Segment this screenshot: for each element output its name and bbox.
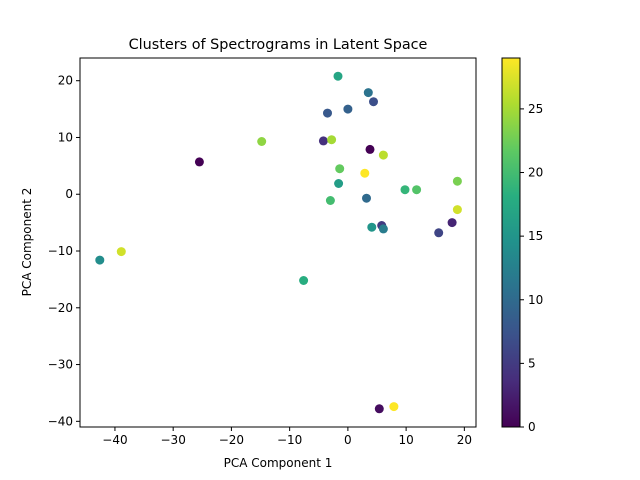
- data-point: [367, 222, 377, 232]
- data-point: [194, 157, 204, 167]
- data-point: [369, 97, 378, 107]
- x-tick-label: 20: [457, 433, 472, 447]
- data-point: [400, 185, 410, 195]
- x-tick-label: −40: [102, 433, 127, 447]
- data-point: [452, 205, 462, 215]
- data-point: [360, 168, 370, 178]
- colorbar: [501, 57, 521, 428]
- data-point: [299, 276, 309, 285]
- data-point: [389, 402, 399, 412]
- data-point: [116, 247, 126, 257]
- x-tick-label: −10: [277, 433, 302, 447]
- x-tick-label: −30: [161, 433, 186, 447]
- y-tick-label: 20: [58, 74, 73, 88]
- x-tick-label: 0: [344, 433, 352, 447]
- data-point: [318, 136, 328, 146]
- data-point: [447, 218, 457, 228]
- data-point: [434, 228, 444, 238]
- y-axis-label: PCA Component 2: [20, 188, 34, 297]
- colorbar-tick-label: 15: [528, 229, 543, 243]
- plot-frame: [79, 57, 477, 428]
- colorbar-ticks: 0 5 10 15 20 25: [520, 102, 543, 434]
- data-point: [412, 185, 422, 195]
- data-point: [323, 108, 332, 118]
- data-point: [333, 71, 343, 81]
- y-tick-label: −20: [48, 301, 73, 315]
- data-point: [452, 176, 462, 186]
- data-point: [327, 135, 337, 145]
- data-point: [378, 224, 388, 234]
- colorbar-tick-label: 10: [528, 293, 543, 307]
- x-tick-label: 10: [398, 433, 413, 447]
- data-point: [95, 255, 105, 265]
- data-point: [362, 193, 371, 203]
- y-tick-label: 0: [65, 187, 73, 201]
- data-point: [325, 196, 335, 205]
- data-point: [334, 179, 344, 188]
- colorbar-tick-label: 20: [528, 166, 543, 180]
- colorbar-tick-label: 0: [528, 420, 536, 434]
- data-point: [365, 144, 375, 154]
- data-point: [363, 88, 373, 98]
- y-axis-ticks: −40 −30 −20 −10 0 10 20: [48, 74, 80, 428]
- chart-title: Clusters of Spectrograms in Latent Space: [129, 37, 428, 53]
- colorbar-tick-label: 5: [528, 356, 536, 370]
- x-axis-ticks: −40 −30 −20 −10 0 10 20: [102, 427, 472, 447]
- x-tick-label: −20: [219, 433, 244, 447]
- colorbar-tick-label: 25: [528, 102, 543, 116]
- data-point: [374, 404, 384, 414]
- y-tick-label: −30: [48, 358, 73, 372]
- data-point: [378, 150, 388, 160]
- y-tick-label: −40: [48, 414, 73, 428]
- data-point: [343, 104, 353, 114]
- data-point: [335, 164, 345, 174]
- data-points: [95, 71, 462, 414]
- x-axis-label: PCA Component 1: [224, 456, 333, 470]
- y-tick-label: 10: [58, 130, 73, 144]
- y-tick-label: −10: [48, 244, 73, 258]
- data-point: [257, 137, 267, 146]
